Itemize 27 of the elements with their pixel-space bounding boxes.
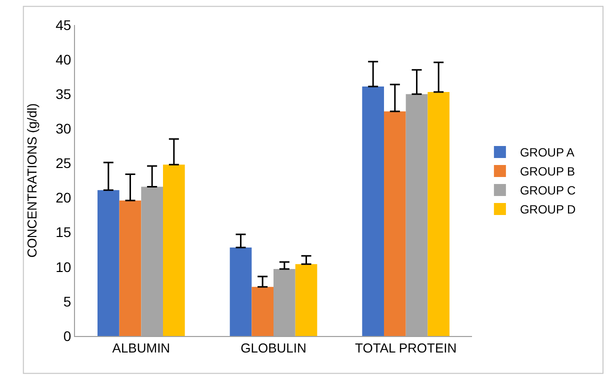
- legend-label: GROUP D: [520, 202, 576, 217]
- y-tick-label: 5: [63, 293, 72, 310]
- y-tick-label: 25: [56, 155, 72, 172]
- bar: [98, 190, 120, 336]
- y-tick-label: 30: [56, 120, 72, 137]
- bar: [362, 86, 384, 336]
- legend-label: GROUP C: [520, 184, 576, 198]
- legend-label: GROUP B: [520, 164, 576, 179]
- bar: [295, 264, 318, 336]
- y-tick-label: 10: [56, 258, 72, 275]
- x-tick-label: GLOBULIN: [240, 340, 306, 356]
- y-tick-label: 0: [63, 328, 72, 344]
- y-tick-label: 35: [56, 86, 72, 102]
- bar: [163, 164, 185, 336]
- y-tick-label: 15: [56, 224, 72, 240]
- x-tick-label: ALBUMIN: [112, 340, 170, 356]
- y-axis-title: CONCENTRATIONS (g/dl): [24, 103, 40, 258]
- bar: [252, 286, 274, 336]
- legend-label: GROUP A: [520, 146, 574, 160]
- bar: [428, 92, 450, 336]
- x-tick-label: TOTAL PROTEIN: [355, 340, 457, 356]
- y-tick-label: 20: [56, 190, 72, 206]
- bar: [119, 200, 142, 336]
- y-tick-label: 40: [56, 51, 72, 68]
- y-tick-label: 45: [56, 16, 72, 33]
- bar: [230, 248, 252, 336]
- bar: [384, 111, 406, 336]
